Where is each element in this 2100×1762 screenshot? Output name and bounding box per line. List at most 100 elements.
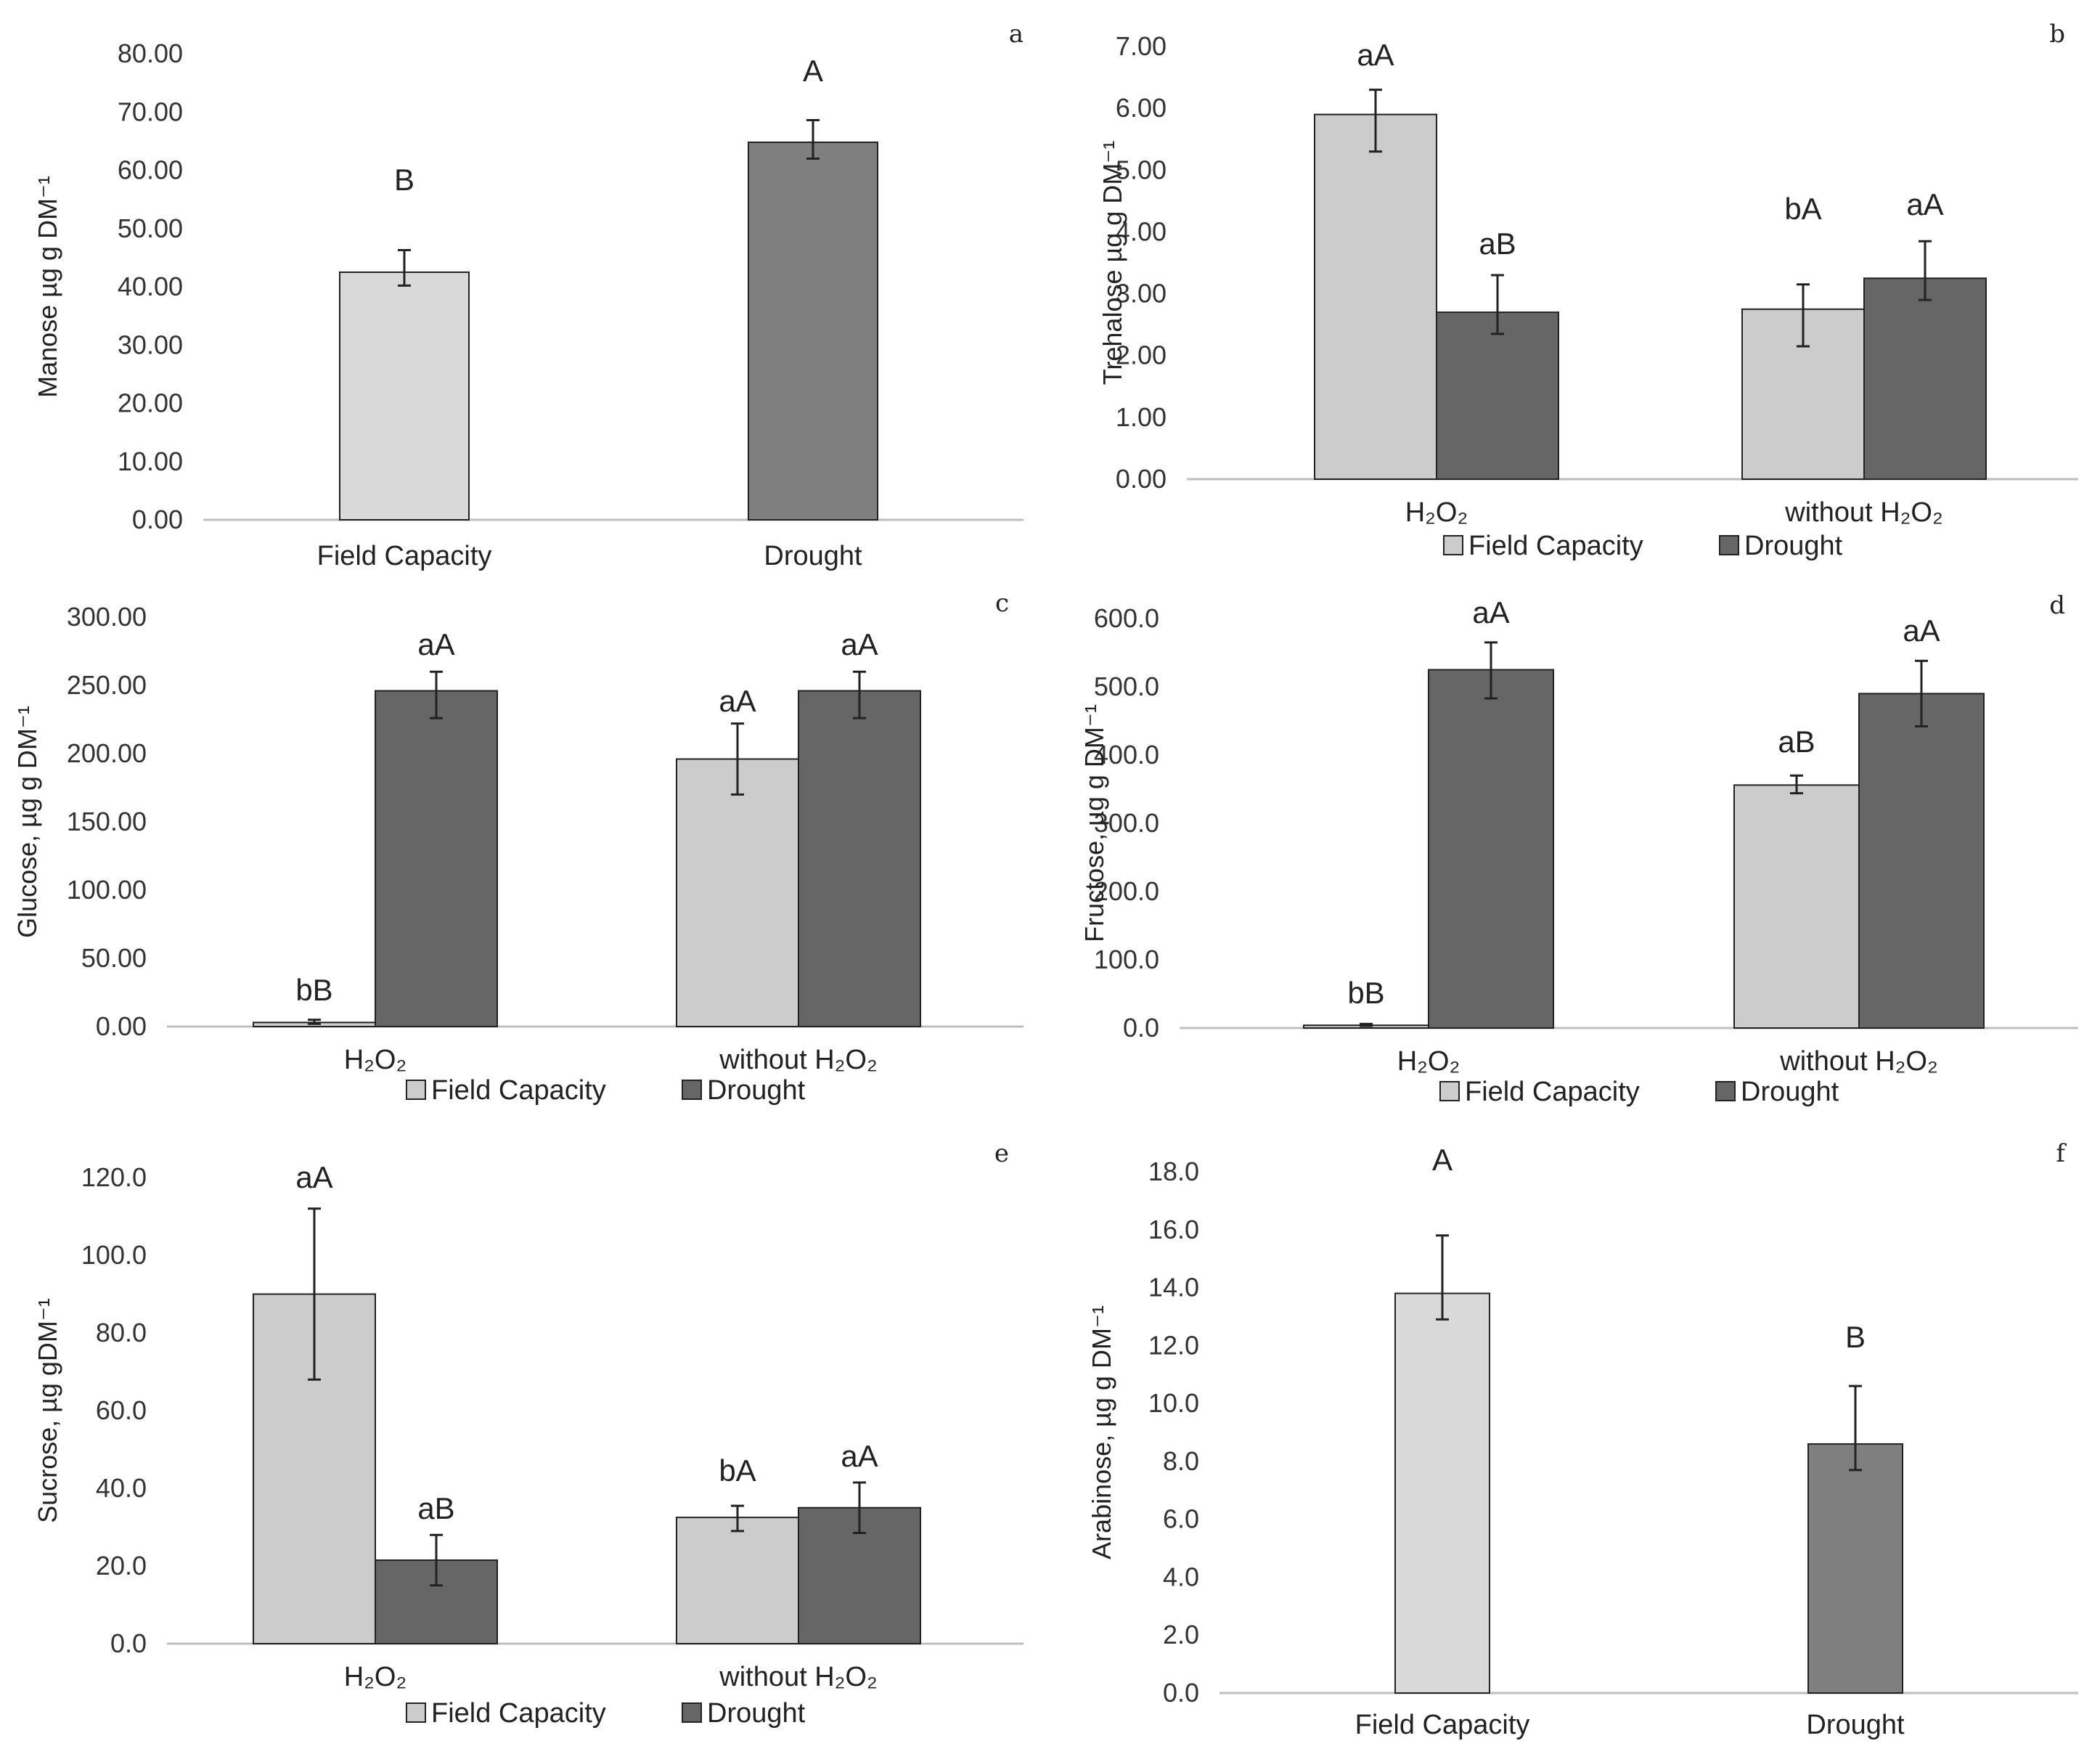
panel-letter: a: [1009, 20, 1024, 49]
bar-field-capacity-1: [676, 1517, 799, 1644]
significance-label: aA: [1906, 187, 1943, 221]
bar-drought-0: [1428, 669, 1554, 1029]
x-category-label: H₂O₂: [344, 1662, 407, 1692]
significance-label: aB: [1778, 725, 1815, 759]
significance-label: A: [1432, 1143, 1453, 1177]
y-tick-label: 50.00: [118, 213, 183, 243]
y-axis-label: Trehalose µg g DM⁻¹: [1098, 141, 1127, 386]
y-tick-label: 3.00: [1116, 279, 1167, 309]
x-category-label: H₂O₂: [344, 1045, 407, 1075]
x-category-label: without H₂O₂: [719, 1045, 877, 1075]
y-tick-label: 200.0: [1094, 876, 1159, 906]
y-axis-label: Glucose, µg g DM⁻¹: [12, 706, 42, 938]
y-tick-label: 120.0: [81, 1162, 147, 1192]
y-tick-label: 200.00: [67, 738, 147, 768]
bar-1: [1807, 1443, 1903, 1694]
y-tick-label: 8.0: [1163, 1446, 1199, 1476]
y-axis-label: Manose µg g DM⁻¹: [33, 176, 62, 398]
chart-panel-e: e 0.0 20.0 40.0 60.0 80.0 100.0 120.0 Sucrose, µ…: [33, 1139, 1024, 1729]
significance-label: aA: [719, 684, 756, 718]
y-tick-label: 80.00: [118, 38, 183, 68]
bar-drought-0: [1436, 311, 1559, 480]
panel-letter: d: [2049, 591, 2065, 620]
legend-swatch: [1443, 535, 1463, 555]
y-axis-label: Sucrose, µg gDM⁻¹: [33, 1298, 62, 1523]
y-tick-label: 12.0: [1148, 1330, 1199, 1360]
y-tick-label: 100.00: [67, 875, 147, 905]
bar-drought-1: [1863, 277, 1987, 480]
legend-label: Drought: [1744, 531, 1843, 561]
y-tick-label: 400.0: [1094, 740, 1159, 770]
legend-label: Drought: [707, 1698, 806, 1729]
significance-label: aB: [417, 1491, 454, 1525]
legend-swatch: [1719, 535, 1739, 555]
x-category-label: H₂O₂: [1397, 1046, 1460, 1077]
y-tick-label: 10.0: [1148, 1388, 1199, 1418]
chart-panel-b: b 0.00 1.00 2.00 3.00 4.00 5.00 6.00 7.00 Trehalo…: [1098, 20, 2078, 561]
y-tick-label: 0.0: [1163, 1678, 1199, 1708]
significance-label: aA: [841, 1439, 878, 1473]
y-tick-label: 16.0: [1148, 1215, 1199, 1244]
x-category-label: without H₂O₂: [719, 1662, 877, 1692]
significance-label: A: [803, 54, 823, 88]
legend-swatch: [406, 1080, 426, 1100]
significance-label: bA: [719, 1453, 756, 1488]
significance-label: aB: [1479, 227, 1516, 261]
y-tick-label: 0.0: [110, 1628, 147, 1658]
y-tick-label: 40.00: [118, 272, 183, 301]
y-tick-label: 70.00: [118, 97, 183, 126]
y-tick-label: 1.00: [1116, 402, 1167, 432]
y-tick-label: 0.0: [1123, 1013, 1159, 1043]
y-tick-label: 300.00: [67, 602, 147, 632]
chart-panel-d: d 0.0 100.0 200.0 300.0 400.0 500.0 600.0 Fructo…: [1079, 591, 2078, 1107]
y-tick-label: 250.00: [67, 670, 147, 700]
y-tick-label: 14.0: [1148, 1273, 1199, 1302]
y-tick-label: 600.0: [1094, 603, 1159, 633]
significance-label: aA: [295, 1160, 332, 1194]
chart-panel-f: f 0.0 2.0 4.0 6.0 8.0 10.0 12.0 14.0 16.0 18.0 Arab…: [1087, 1139, 2078, 1740]
y-tick-label: 300.0: [1094, 808, 1159, 838]
legend-label: Drought: [1741, 1077, 1839, 1107]
legend-label: Field Capacity: [431, 1075, 606, 1106]
y-tick-label: 150.00: [67, 807, 147, 836]
legend-swatch: [406, 1702, 426, 1723]
y-tick-label: 0.00: [96, 1011, 147, 1041]
bar-0: [1394, 1292, 1490, 1694]
legend-label: Field Capacity: [1465, 1077, 1640, 1107]
x-category-label: without H₂O₂: [1779, 1046, 1937, 1077]
y-tick-label: 2.0: [1163, 1620, 1199, 1649]
bar-field-capacity-0: [1314, 113, 1437, 481]
y-tick-label: 7.00: [1116, 31, 1167, 61]
y-tick-label: 100.0: [81, 1240, 147, 1270]
significance-label: aA: [417, 627, 454, 661]
significance-label: aA: [1357, 38, 1394, 72]
x-category-label: Drought: [764, 541, 862, 571]
y-tick-label: 0.00: [1116, 464, 1167, 494]
y-tick-label: 60.00: [118, 155, 183, 185]
panel-letter: e: [994, 1139, 1009, 1168]
bar-drought-1: [798, 690, 921, 1028]
x-category-label: without H₂O₂: [1784, 497, 1942, 528]
legend-label: Drought: [707, 1075, 806, 1106]
x-category-label: H₂O₂: [1405, 497, 1468, 528]
y-tick-label: 18.0: [1148, 1157, 1199, 1186]
bar-drought-0: [375, 690, 498, 1028]
bar-0: [339, 271, 470, 521]
significance-label: aA: [841, 627, 878, 661]
y-tick-label: 500.0: [1094, 672, 1159, 701]
legend-swatch: [1715, 1081, 1736, 1101]
legend-swatch: [1439, 1081, 1460, 1101]
panel-letter: f: [2056, 1139, 2067, 1168]
significance-label: aA: [1903, 613, 1940, 648]
y-tick-label: 60.0: [96, 1395, 147, 1425]
panel-letter: b: [2049, 20, 2065, 49]
significance-label: B: [1845, 1320, 1866, 1354]
x-category-label: Drought: [1806, 1710, 1905, 1740]
y-tick-label: 80.0: [96, 1318, 147, 1347]
bar-field-capacity-1: [1733, 784, 1860, 1029]
legend-swatch: [682, 1702, 702, 1723]
y-tick-label: 4.0: [1163, 1562, 1199, 1591]
y-tick-label: 2.00: [1116, 340, 1167, 370]
y-tick-label: 6.0: [1163, 1504, 1199, 1534]
